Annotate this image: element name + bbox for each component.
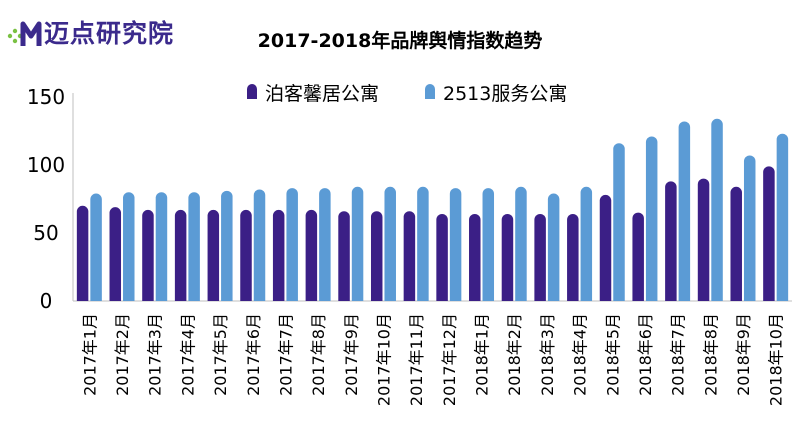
bar-series-2 [547, 193, 560, 301]
x-tick-label: 2017年5月 [211, 313, 230, 396]
bar-series-1 [207, 209, 220, 301]
legend-label: 2513服务公寓 [443, 83, 567, 105]
bar-series-2 [449, 188, 462, 301]
bar-series-1 [665, 181, 677, 301]
bar-series-1 [272, 209, 285, 301]
dotted-m-logo-icon [7, 21, 42, 46]
bar-series-1 [469, 213, 481, 301]
x-tick-label: 2017年12月 [440, 313, 459, 406]
bar-series-2 [123, 192, 135, 301]
legend-label: 泊客馨居公寓 [265, 83, 379, 105]
x-tick-label: 2017年8月 [309, 313, 328, 396]
x-tick-label: 2018年1月 [473, 313, 492, 396]
x-tick-label: 2017年2月 [113, 313, 132, 396]
bar-series-1 [370, 211, 383, 301]
x-tick-label: 2017年11月 [407, 313, 426, 406]
bar-series-1 [534, 213, 546, 301]
legend-item: 2513服务公寓 [425, 83, 567, 105]
bar-series-1 [632, 212, 644, 301]
tick-labels: 0 50 100 150 2017年1月 2017年2月 2017年3月 2017年4月 201… [27, 85, 786, 406]
bar-series-2 [776, 133, 789, 301]
bar-series-1 [240, 209, 252, 301]
bar-series-2 [417, 186, 429, 301]
x-tick-label: 2017年6月 [244, 313, 263, 396]
x-tick-label: 2018年2月 [505, 313, 524, 396]
x-tick-label: 2018年9月 [734, 313, 753, 396]
bar-series-2 [613, 143, 625, 301]
x-tick-label: 2018年8月 [701, 313, 720, 396]
bar-series-2 [580, 186, 593, 301]
bar-series-2 [482, 188, 495, 301]
bar-series-1 [76, 205, 89, 301]
bar-series-2 [253, 189, 266, 301]
bar-series-2 [711, 118, 723, 301]
x-tick-label: 2018年5月 [603, 313, 622, 396]
bar-series-1 [436, 213, 448, 301]
bar-series-1 [763, 166, 775, 301]
x-tick-label: 2017年3月 [146, 313, 165, 396]
legend: 泊客馨居公寓 2513服务公寓 [247, 83, 567, 105]
y-tick-label: 100 [27, 153, 65, 177]
bar-series-2 [515, 186, 527, 301]
x-tick-label: 2017年10月 [374, 313, 393, 406]
x-tick-label: 2018年4月 [571, 313, 590, 396]
bar-series-2 [155, 192, 168, 301]
bar-series-1 [109, 207, 122, 301]
bar-series-1 [567, 213, 579, 301]
legend-swatch [425, 84, 435, 99]
logo [7, 21, 42, 46]
x-tick-label: 2018年10月 [767, 313, 786, 406]
bar-series-1 [338, 211, 350, 301]
x-tick-label: 2018年3月 [538, 313, 557, 396]
bar-series-2 [221, 190, 233, 301]
bar-series-2 [351, 186, 364, 301]
bar-series-1 [501, 213, 514, 301]
bar-series-2 [188, 192, 200, 301]
y-tick-label: 50 [33, 221, 58, 245]
bar-series-1 [174, 209, 187, 301]
bar-series-1 [730, 186, 742, 301]
x-tick-label: 2018年7月 [669, 313, 688, 396]
bar-series-2 [743, 155, 756, 301]
bars [76, 118, 789, 301]
y-tick-label: 0 [40, 289, 53, 313]
chart-title: 2017-2018年品牌舆情指数趋势 [257, 30, 543, 52]
logo-text: 迈点研究院 [44, 19, 175, 48]
bar-series-2 [384, 186, 396, 301]
legend-swatch [247, 84, 257, 99]
x-tick-label: 2017年4月 [178, 313, 197, 396]
bar-series-2 [286, 188, 298, 301]
bar-series-1 [599, 194, 612, 301]
bar-series-2 [319, 188, 331, 301]
bar-series-1 [403, 211, 416, 301]
bar-series-2 [645, 136, 658, 301]
bar-series-2 [90, 193, 102, 301]
legend-item: 泊客馨居公寓 [247, 83, 379, 105]
x-tick-label: 2018年6月 [636, 313, 655, 396]
x-tick-label: 2017年7月 [276, 313, 295, 396]
bar-series-1 [142, 209, 154, 301]
y-tick-label: 150 [27, 85, 65, 109]
x-tick-label: 2017年1月 [80, 313, 99, 396]
bar-series-1 [697, 178, 710, 301]
bar-series-1 [305, 209, 318, 301]
bar-series-2 [678, 121, 691, 301]
x-tick-label: 2017年9月 [342, 313, 361, 396]
